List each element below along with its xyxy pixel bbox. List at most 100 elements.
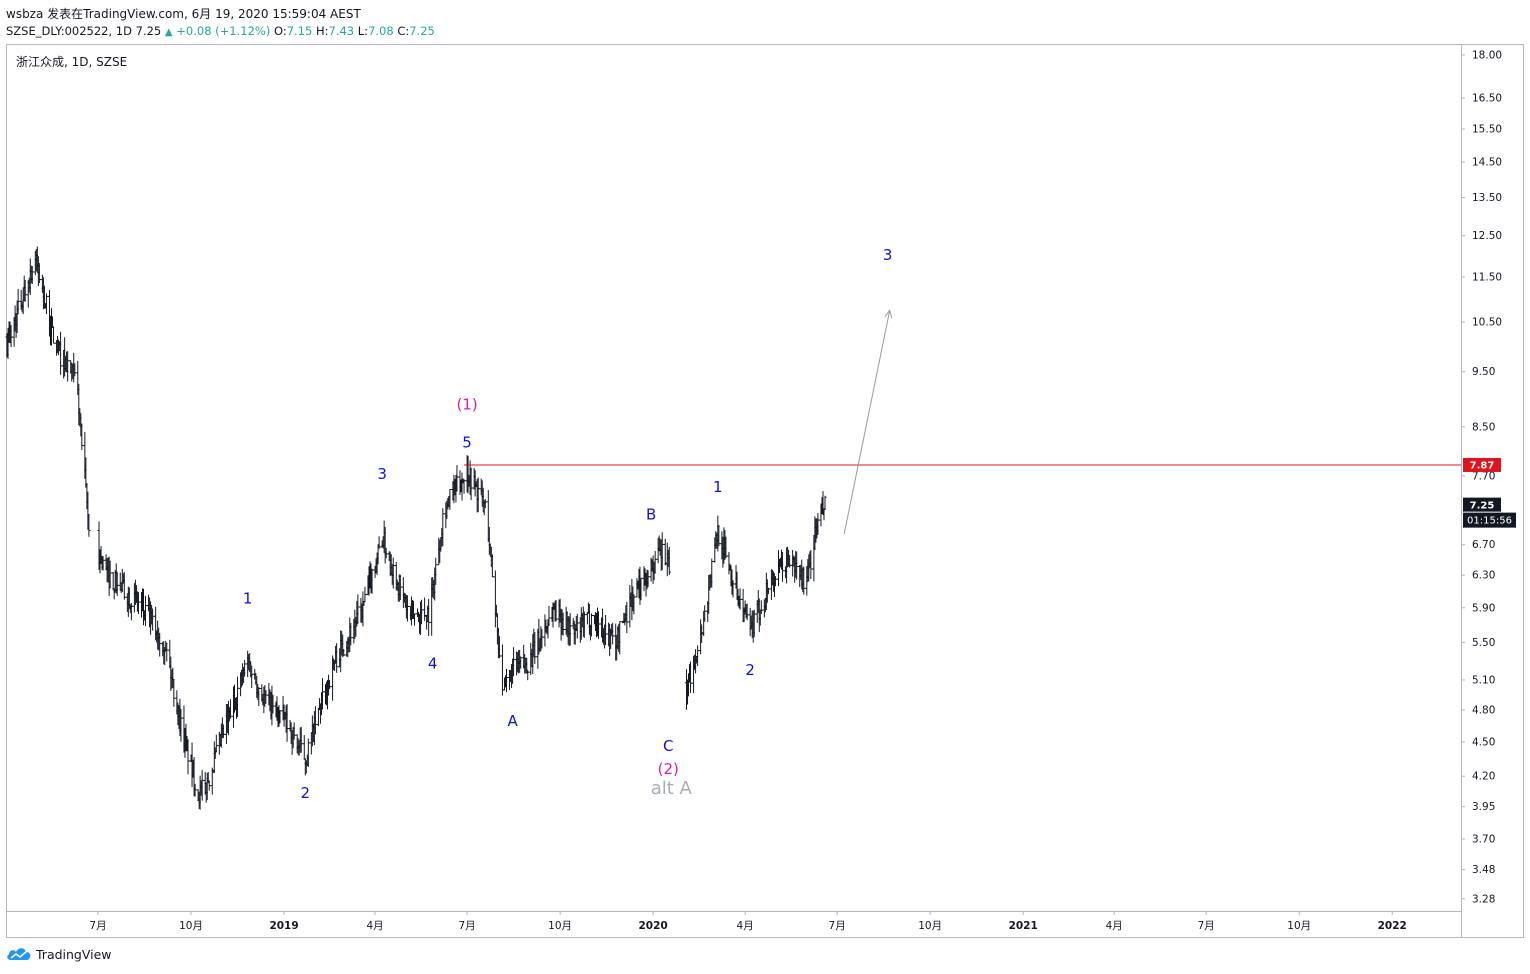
price-bar [493,570,497,628]
wave-label[interactable]: 1 [713,478,723,496]
price-bar [724,536,728,559]
drawings[interactable]: 1 2 3 4 5 (1) A B C (2)alt A 1 2 3 [243,246,1461,802]
time-axis[interactable]: 7月 10月 2019 4月 7月 10月 2020 4月 7月 10月 2021 4月 7月 10月 20… [89,911,1407,932]
price-bar [589,613,594,637]
price-bar [561,612,565,636]
low-value: 7.08 [368,24,394,38]
price-bar [448,488,452,510]
wave-label[interactable]: A [507,712,518,730]
price-bar [696,645,700,667]
low-label: L: [357,24,369,38]
price-bar [603,614,608,646]
price-bar [151,608,155,631]
price-bar [342,649,346,657]
price-bar [519,656,523,669]
price-bar [618,621,622,655]
price-axis[interactable]: 18.00 16.50 15.50 14.50 13.50 12.50 11.50 10.50… [1461,49,1502,905]
price-bar [299,726,303,753]
price-bar [316,707,321,727]
price-bar [228,699,233,719]
price-bar [193,783,197,797]
price-bar [490,554,494,578]
price-bar [243,659,247,677]
price-tick-label: 12.50 [1472,230,1502,242]
price-bar [504,668,509,693]
price-bar [405,595,410,622]
wave-label[interactable]: alt A [651,778,693,799]
time-tick-label: 2021 [1009,920,1038,932]
wave-label[interactable]: C [663,737,673,755]
price-bar [111,571,115,591]
price-bar [455,465,459,492]
price-bar [172,678,176,707]
price-tick-label: 3.48 [1472,864,1495,876]
price-tick-label: 6.70 [1472,539,1495,551]
wave-label[interactable]: (2) [658,760,679,778]
price-bar [285,704,289,742]
chart-frame [6,44,1524,938]
time-tick-label: 10月 [918,920,942,932]
high-value: 7.43 [328,24,355,38]
price-bar [30,266,34,285]
price-bar [292,722,296,740]
symbol-info: SZSE_DLY:002522, 1D 7.25 [6,24,162,38]
wave-label[interactable]: 3 [377,465,387,483]
resistance-price-label: 7.87 [1470,460,1495,471]
price-bar [80,423,84,450]
time-tick-label: 4月 [737,920,754,932]
price-bar [221,724,225,738]
price-bar [727,551,731,575]
price-bar [462,479,466,494]
price-tick-label: 8.50 [1472,421,1495,433]
wave-label[interactable]: 2 [301,784,311,802]
wave-label[interactable]: 2 [745,661,755,679]
price-bar [625,601,629,634]
price-bar [653,550,657,574]
price-bar [419,599,424,625]
price-tick-label: 5.10 [1472,674,1495,686]
time-tick-label: 7月 [1198,920,1215,932]
price-bar [660,532,664,570]
price-bar [823,495,827,510]
price-bar [320,678,325,710]
price-bar [585,612,589,625]
price-tick-label: 5.90 [1472,602,1495,614]
wave-label[interactable]: 3 [883,246,893,264]
price-tick-label: 3.28 [1472,893,1495,905]
price-bar [384,547,388,559]
price-tick-label: 3.95 [1472,801,1495,813]
price-bar [500,644,505,696]
time-tick-label: 2019 [269,920,298,932]
price-bar [434,557,438,585]
price-bar [87,513,91,537]
price-bar [526,669,530,681]
price-bar [703,605,707,622]
price-bar [207,780,211,791]
price-bar [646,570,650,587]
price-bar [363,586,367,603]
price-tick-label: 18.00 [1472,49,1502,61]
price-bar [427,598,431,637]
last-price-tag [1463,497,1501,512]
wave-label[interactable]: 5 [462,434,472,452]
price-tick-label: 4.20 [1472,771,1495,783]
open-value: 7.15 [286,24,313,38]
price-bar [759,600,763,614]
wave-label[interactable]: (1) [456,396,477,414]
wave-label[interactable]: B [646,505,656,523]
projection-arrow[interactable] [843,310,891,534]
price-bar [16,288,20,315]
tradingview-logo[interactable]: TradingView [6,946,112,962]
price-bar [816,513,820,535]
price-bar [349,623,353,646]
high-label: H: [315,24,329,38]
time-tick-label: 10月 [1287,920,1311,932]
open-label: O: [273,24,287,38]
up-arrow-icon: ▲ [164,27,173,38]
price-bar [129,603,133,621]
price-bar [469,467,473,501]
price-bar [257,687,261,707]
wave-label[interactable]: 4 [428,654,438,672]
wave-label[interactable]: 1 [243,590,253,608]
